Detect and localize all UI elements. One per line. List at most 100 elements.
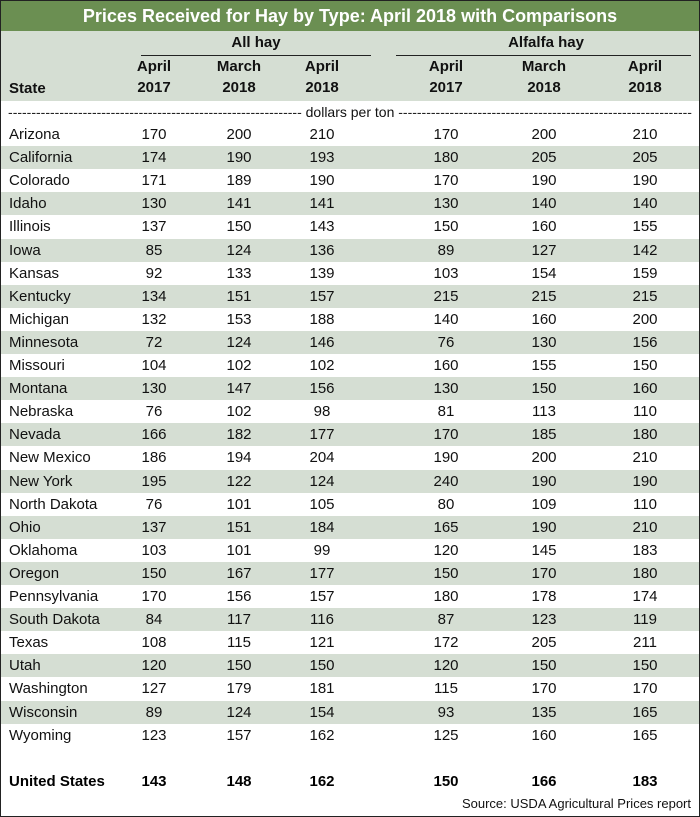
table-cell: 184 — [309, 518, 335, 536]
table-cell: 130 — [433, 380, 459, 398]
table-cell: 159 — [632, 264, 658, 282]
table-cell: 200 — [632, 310, 658, 328]
column-header: March 2018 — [504, 56, 584, 98]
united-states-row: United States 143 148 162 150 166 183 — [1, 771, 699, 793]
table-cell: 210 — [632, 518, 658, 536]
table-cell: 166 — [531, 773, 557, 790]
column-header: April 2018 — [282, 56, 362, 98]
table-cell: 174 — [632, 588, 658, 605]
table-cell: 162 — [309, 726, 335, 744]
table-cell: 154 — [531, 264, 557, 282]
table-cell: 120 — [433, 541, 459, 559]
table-cell: 104 — [141, 357, 167, 374]
state-column-header: State — [9, 80, 46, 97]
table-cell: 124 — [309, 472, 335, 490]
table-cell: 179 — [226, 680, 252, 698]
table-cell: 156 — [632, 333, 658, 351]
table-cell: 146 — [309, 333, 335, 351]
table-cell: 123 — [531, 611, 557, 629]
table-cell: 124 — [226, 703, 252, 721]
table-cell: 93 — [437, 703, 455, 721]
table-row: Wyoming 123 157 162 125 160 165 — [1, 724, 699, 747]
table-cell: 170 — [141, 588, 167, 605]
state-name: New Mexico — [9, 449, 91, 467]
table-cell: 85 — [145, 241, 163, 259]
table-cell: 200 — [531, 449, 557, 467]
table-cell: 141 — [226, 195, 252, 213]
table-cell: 170 — [531, 680, 557, 698]
table-cell: 180 — [433, 149, 459, 167]
table-cell: 101 — [226, 541, 252, 559]
table-row: Arizona 170 200 210 170 200 210 — [1, 123, 699, 146]
table-title: Prices Received for Hay by Type: April 2… — [1, 1, 699, 31]
group-underline-all-hay — [141, 55, 371, 56]
units-row: ----------------------------------------… — [1, 102, 699, 123]
state-name: Illinois — [9, 218, 51, 236]
table-cell: 113 — [532, 403, 556, 421]
units-label: dollars per ton — [305, 104, 395, 120]
table-cell: 205 — [531, 634, 557, 652]
table-cell: 150 — [141, 564, 167, 582]
table-cell: 105 — [309, 495, 335, 513]
table-cell: 172 — [433, 634, 459, 652]
table-cell: 180 — [632, 426, 658, 444]
state-name: Nebraska — [9, 403, 74, 421]
table-cell: 154 — [309, 703, 335, 721]
table-cell: 183 — [632, 541, 658, 559]
table-cell: 180 — [632, 564, 658, 582]
table-cell: 190 — [632, 472, 658, 490]
table-row: California 174 190 193 180 205 205 — [1, 146, 699, 170]
table-cell: 150 — [309, 657, 335, 675]
table-row: Michigan 132 153 188 140 160 200 — [1, 308, 699, 331]
table-cell: 167 — [226, 564, 252, 582]
column-header-line2: 2018 — [305, 79, 339, 96]
table-cell: 101 — [226, 495, 252, 513]
table-cell: 185 — [531, 426, 557, 444]
table-cell: 155 — [632, 218, 658, 236]
table-row: Missouri 104 102 102 160 155 150 — [1, 354, 699, 377]
table-cell: 109 — [531, 495, 557, 513]
table-cell: 170 — [632, 680, 658, 698]
table-cell: 102 — [226, 403, 252, 421]
table-row: Texas 108 115 121 172 205 211 — [1, 631, 699, 654]
column-header-line2: 2017 — [137, 79, 171, 96]
table-cell: 156 — [309, 380, 335, 398]
table-cell: 122 — [226, 472, 252, 490]
column-header: April 2017 — [406, 56, 486, 98]
table-row: Nevada 166 182 177 170 185 180 — [1, 423, 699, 447]
column-header: April 2018 — [605, 56, 685, 98]
table-cell: 193 — [309, 149, 335, 167]
table-cell: 170 — [433, 172, 459, 190]
table-cell: 135 — [531, 703, 557, 721]
table-cell: 150 — [433, 564, 459, 582]
state-name: Oregon — [9, 564, 60, 582]
table-cell: 134 — [141, 287, 167, 305]
table-cell: 170 — [531, 564, 557, 582]
table-row: Iowa 85 124 136 89 127 142 — [1, 238, 699, 262]
table-cell: 178 — [531, 588, 557, 605]
table-cell: 190 — [632, 172, 658, 190]
table-cell: 190 — [433, 449, 459, 467]
table-cell: 177 — [309, 564, 335, 582]
table-cell: 137 — [141, 518, 167, 536]
table-cell: 148 — [226, 773, 252, 790]
table-cell: 166 — [141, 426, 167, 444]
table-cell: 190 — [226, 149, 252, 167]
table-cell: 189 — [226, 172, 252, 190]
table-cell: 205 — [531, 149, 557, 167]
table-cell: 150 — [433, 218, 459, 236]
state-name: California — [9, 149, 73, 167]
state-name: Oklahoma — [9, 541, 78, 559]
column-header-line2: 2018 — [527, 79, 561, 96]
table-cell: 110 — [633, 403, 657, 421]
table-cell: 102 — [309, 357, 335, 374]
table-row: Washington 127 179 181 115 170 170 — [1, 677, 699, 700]
table-cell: 156 — [226, 588, 252, 605]
table-cell: 188 — [309, 310, 335, 328]
table-cell: 120 — [141, 657, 167, 675]
table-cell: 124 — [226, 333, 252, 351]
table-cell: 165 — [632, 726, 658, 744]
table-cell: 142 — [632, 241, 658, 259]
group-header-all-hay: All hay — [231, 34, 281, 51]
table-row: Idaho 130 141 141 130 140 140 — [1, 192, 699, 216]
